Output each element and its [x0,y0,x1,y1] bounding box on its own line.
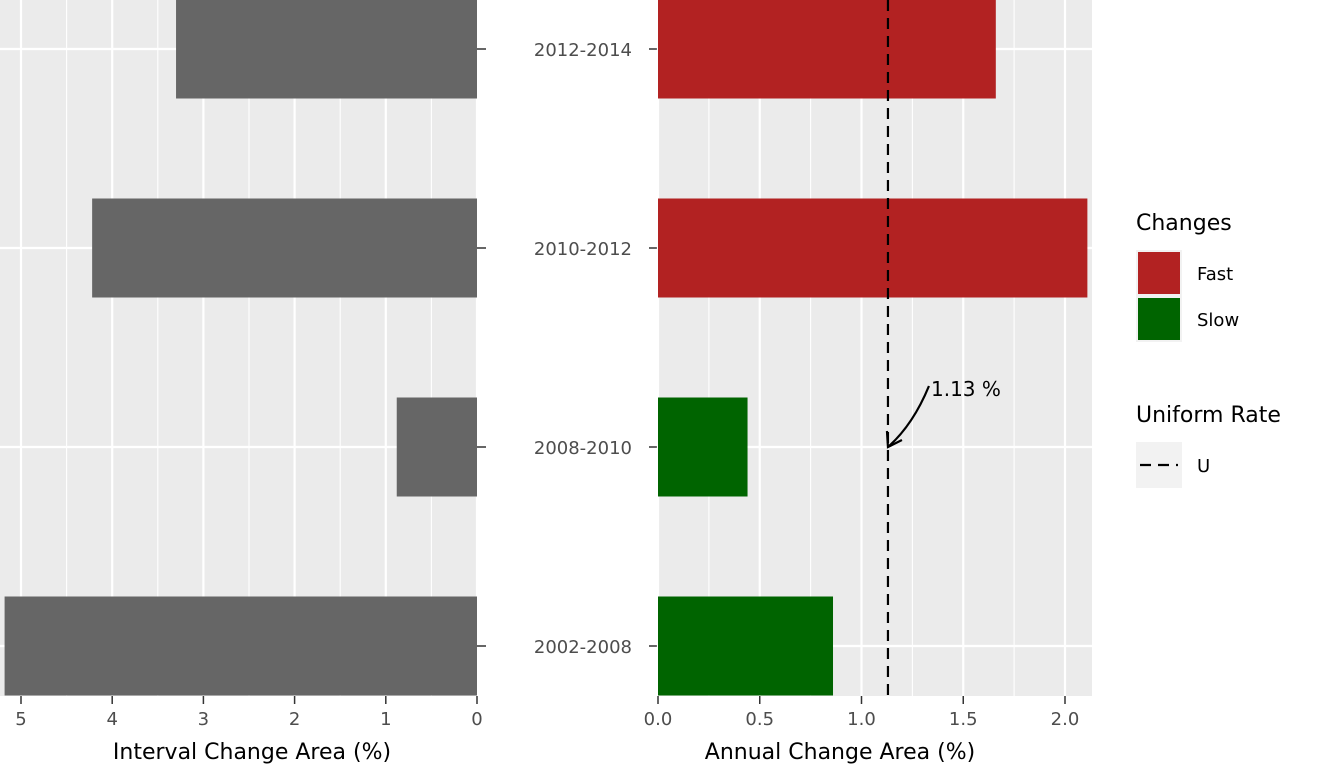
right-gridlines [656,0,1092,696]
legend-uniform-title: Uniform Rate [1136,403,1281,428]
right-panel-background [658,0,1092,696]
right-bar-2002-2008 [658,596,834,696]
left-x-tick-label: 5 [15,709,26,730]
left-bars [4,0,478,696]
right-bar-2008-2010 [658,397,748,497]
right-bar-2012-2014 [658,0,996,99]
left-bar-2012-2014 [176,0,478,99]
left-x-axis-title: Interval Change Area (%) [113,740,391,765]
right-panel: 1.13 % 0.0 0.5 1.0 1.5 2.0 Annual Change Are… [644,0,1092,765]
uniform-rate-annotation: 1.13 % [931,377,1001,401]
legend-uniform-label: U [1197,456,1210,477]
left-bar-2010-2012 [92,198,478,298]
right-bars [658,0,1088,696]
left-x-tick-label: 3 [198,709,209,730]
category-label-2008-2010: 2008-2010 [534,438,632,459]
category-label-2010-2012: 2010-2012 [534,239,632,260]
left-panel: 0 1 2 3 4 5 Interval Change Area (%) [0,0,483,765]
legend: Changes Fast Slow Uniform Rate U [1136,211,1281,488]
legend-slow-label: Slow [1197,310,1239,331]
left-x-tick-label: 2 [289,709,300,730]
right-x-axis-title: Annual Change Area (%) [705,740,975,765]
legend-fast-swatch [1138,252,1180,294]
left-bar-2008-2010 [396,397,477,497]
right-x-axis: 0.0 0.5 1.0 1.5 2.0 [644,696,1080,730]
left-x-tick-label: 1 [380,709,391,730]
uniform-rate-arrow [887,385,930,448]
category-label-2012-2014: 2012-2014 [534,40,632,61]
legend-slow-swatch [1138,298,1180,340]
right-bar-2010-2012 [658,198,1088,298]
category-axis: 2012-2014 2010-2012 2008-2010 2002-2008 [477,40,658,658]
uniform-rate-arrowhead [885,430,903,449]
right-x-tick-label: 1.5 [949,709,978,730]
legend-fast-label: Fast [1197,264,1233,285]
right-x-tick-label: 1.0 [847,709,876,730]
left-bar-2002-2008 [4,596,477,696]
legend-changes-title: Changes [1136,211,1232,236]
left-panel-background [0,0,477,696]
left-x-tick-label: 0 [471,709,482,730]
category-label-2002-2008: 2002-2008 [534,637,632,658]
left-x-tick-label: 4 [106,709,117,730]
left-x-axis: 0 1 2 3 4 5 [15,696,483,730]
right-x-tick-label: 0.5 [745,709,774,730]
right-x-tick-label: 2.0 [1051,709,1080,730]
right-x-tick-label: 0.0 [644,709,673,730]
